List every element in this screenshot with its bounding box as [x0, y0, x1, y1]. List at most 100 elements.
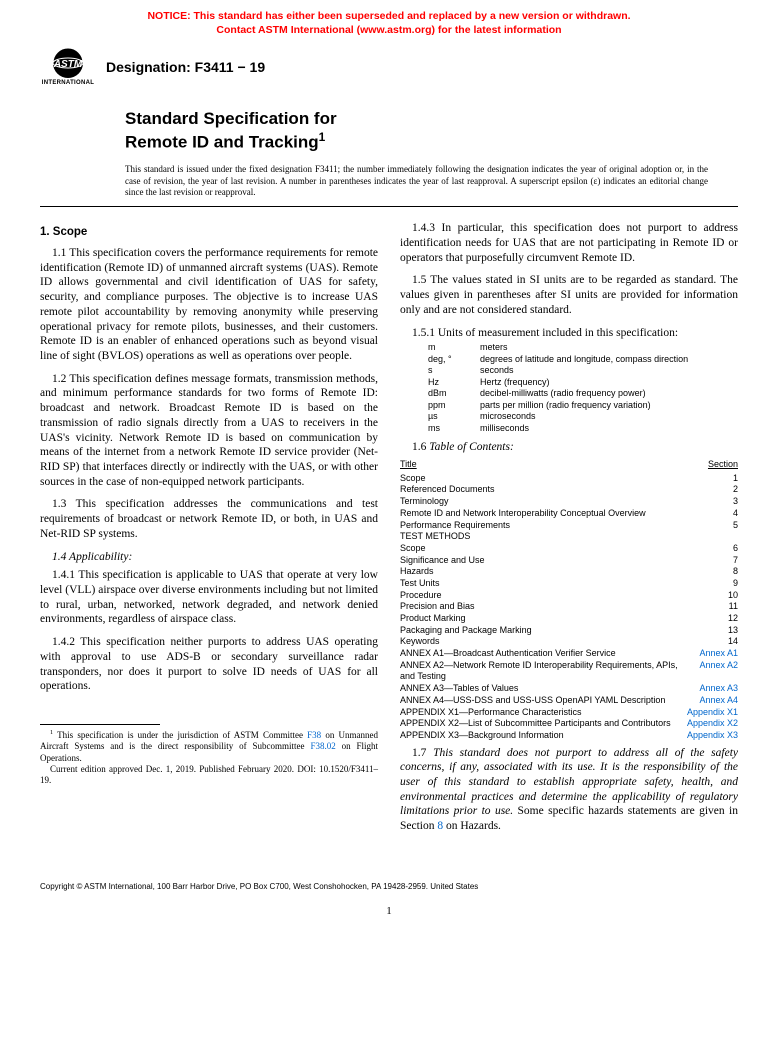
- para-1-4-3: 1.4.3 In particular, this specification …: [400, 221, 738, 265]
- toc-title: TEST METHODS: [400, 531, 738, 543]
- unit-symbol: Hz: [428, 377, 480, 389]
- toc-title: APPENDIX X1—Performance Characteristics: [400, 707, 687, 719]
- toc-section: 5: [733, 520, 738, 532]
- table-of-contents: Title Section Scope1Referenced Documents…: [400, 459, 738, 742]
- toc-title: Keywords: [400, 636, 728, 648]
- unit-desc: meters: [480, 342, 508, 354]
- toc-section: 12: [728, 613, 738, 625]
- footnote-1b: Current edition approved Dec. 1, 2019. P…: [40, 764, 378, 787]
- toc-section[interactable]: Annex A3: [699, 683, 738, 695]
- toc-section: 8: [733, 566, 738, 578]
- toc-section[interactable]: Annex A4: [699, 695, 738, 707]
- title-line1: Standard Specification for: [125, 109, 337, 128]
- body-columns: 1. Scope 1.1 This specification covers t…: [40, 221, 738, 842]
- toc-title: Procedure: [400, 590, 728, 602]
- units-row: ppmparts per million (radio frequency va…: [428, 400, 738, 412]
- toc-section: 14: [728, 636, 738, 648]
- title-block: Standard Specification for Remote ID and…: [125, 108, 738, 198]
- toc-row: TEST METHODS: [400, 531, 738, 543]
- toc-header-title: Title: [400, 459, 708, 471]
- toc-row: ANNEX A4—USS-DSS and USS-USS OpenAPI YAM…: [400, 695, 738, 707]
- para-1-7: 1.7 This standard does not purport to ad…: [400, 746, 738, 834]
- toc-section: 9: [733, 578, 738, 590]
- units-row: sseconds: [428, 365, 738, 377]
- toc-title: Significance and Use: [400, 555, 733, 567]
- para-1-3: 1.3 This specification addresses the com…: [40, 497, 378, 541]
- svg-text:ASTM: ASTM: [53, 59, 83, 70]
- toc-row: Product Marking12: [400, 613, 738, 625]
- toc-title: Test Units: [400, 578, 733, 590]
- para-1-4-1: 1.4.1 This specification is applicable t…: [40, 568, 378, 627]
- toc-section[interactable]: Appendix X1: [687, 707, 738, 719]
- para-1-5-1: 1.5.1 Units of measurement included in t…: [400, 326, 738, 341]
- toc-row: APPENDIX X2—List of Subcommittee Partici…: [400, 718, 738, 730]
- notice-line1: NOTICE: This standard has either been su…: [147, 10, 630, 22]
- units-row: HzHertz (frequency): [428, 377, 738, 389]
- toc-row: Remote ID and Network Interoperability C…: [400, 508, 738, 520]
- units-row: dBmdecibel-milliwatts (radio frequency p…: [428, 388, 738, 400]
- toc-title: Scope: [400, 473, 733, 485]
- units-row: mmeters: [428, 342, 738, 354]
- toc-row: Hazards8: [400, 566, 738, 578]
- footnote-rule: [40, 724, 160, 725]
- column-right: 1.4.3 In particular, this specification …: [400, 221, 738, 842]
- toc-section: 1: [733, 473, 738, 485]
- toc-row: Scope1: [400, 473, 738, 485]
- toc-section: 7: [733, 555, 738, 567]
- title-superscript: 1: [319, 130, 326, 144]
- toc-title: Remote ID and Network Interoperability C…: [400, 508, 733, 520]
- toc-row: ANNEX A2—Network Remote ID Interoperabil…: [400, 660, 738, 683]
- footnote-link-f3802[interactable]: F38.02: [310, 741, 335, 751]
- page: NOTICE: This standard has either been su…: [0, 0, 778, 937]
- toc-row: APPENDIX X1—Performance CharacteristicsA…: [400, 707, 738, 719]
- toc-section[interactable]: Annex A1: [699, 648, 738, 660]
- para-1-1: 1.1 This specification covers the perfor…: [40, 246, 378, 364]
- toc-row: Significance and Use7: [400, 555, 738, 567]
- toc-header-section: Section: [708, 459, 738, 471]
- toc-section: 10: [728, 590, 738, 602]
- unit-desc: parts per million (radio frequency varia…: [480, 400, 651, 412]
- toc-title: Scope: [400, 543, 733, 555]
- separator: [40, 206, 738, 207]
- toc-row: Procedure10: [400, 590, 738, 602]
- toc-title: ANNEX A4—USS-DSS and USS-USS OpenAPI YAM…: [400, 695, 699, 707]
- designation-code: F3411 − 19: [195, 59, 265, 75]
- toc-title: Referenced Documents: [400, 484, 733, 496]
- designation-prefix: Designation:: [106, 59, 195, 75]
- para-1-4-2: 1.4.2 This specification neither purport…: [40, 635, 378, 694]
- page-number: 1: [40, 905, 738, 917]
- toc-title: ANNEX A3—Tables of Values: [400, 683, 699, 695]
- toc-title: ANNEX A1—Broadcast Authentication Verifi…: [400, 648, 699, 660]
- toc-section: 3: [733, 496, 738, 508]
- toc-row: ANNEX A1—Broadcast Authentication Verifi…: [400, 648, 738, 660]
- toc-row: Scope6: [400, 543, 738, 555]
- header-row: ASTM INTERNATIONAL Designation: F3411 − …: [40, 47, 738, 86]
- issuance-note: This standard is issued under the fixed …: [125, 164, 708, 198]
- unit-symbol: ms: [428, 423, 480, 435]
- toc-row: Keywords14: [400, 636, 738, 648]
- toc-title: Product Marking: [400, 613, 728, 625]
- toc-row: Packaging and Package Marking13: [400, 625, 738, 637]
- toc-title: Packaging and Package Marking: [400, 625, 728, 637]
- toc-title: Terminology: [400, 496, 733, 508]
- units-row: msmilliseconds: [428, 423, 738, 435]
- toc-header-row: Title Section: [400, 459, 738, 471]
- para-1-5: 1.5 The values stated in SI units are to…: [400, 273, 738, 317]
- toc-section: 11: [729, 601, 738, 613]
- footnote-link-f38[interactable]: F38: [307, 730, 321, 740]
- toc-section[interactable]: Appendix X2: [687, 718, 738, 730]
- toc-row: Precision and Bias11: [400, 601, 738, 613]
- toc-section: 6: [733, 543, 738, 555]
- toc-title: APPENDIX X2—List of Subcommittee Partici…: [400, 718, 687, 730]
- toc-section[interactable]: Annex A2: [699, 660, 738, 672]
- units-table: mmetersdeg, °degrees of latitude and lon…: [428, 342, 738, 434]
- footnote-1: 1 This specification is under the jurisd…: [40, 729, 378, 764]
- logo-subtext: INTERNATIONAL: [40, 80, 96, 86]
- toc-row: APPENDIX X3—Background InformationAppend…: [400, 730, 738, 742]
- notice-banner: NOTICE: This standard has either been su…: [40, 10, 738, 37]
- unit-symbol: ppm: [428, 400, 480, 412]
- toc-section: 13: [728, 625, 738, 637]
- unit-desc: milliseconds: [480, 423, 529, 435]
- astm-logo: ASTM INTERNATIONAL: [40, 47, 96, 86]
- toc-section[interactable]: Appendix X3: [687, 730, 738, 742]
